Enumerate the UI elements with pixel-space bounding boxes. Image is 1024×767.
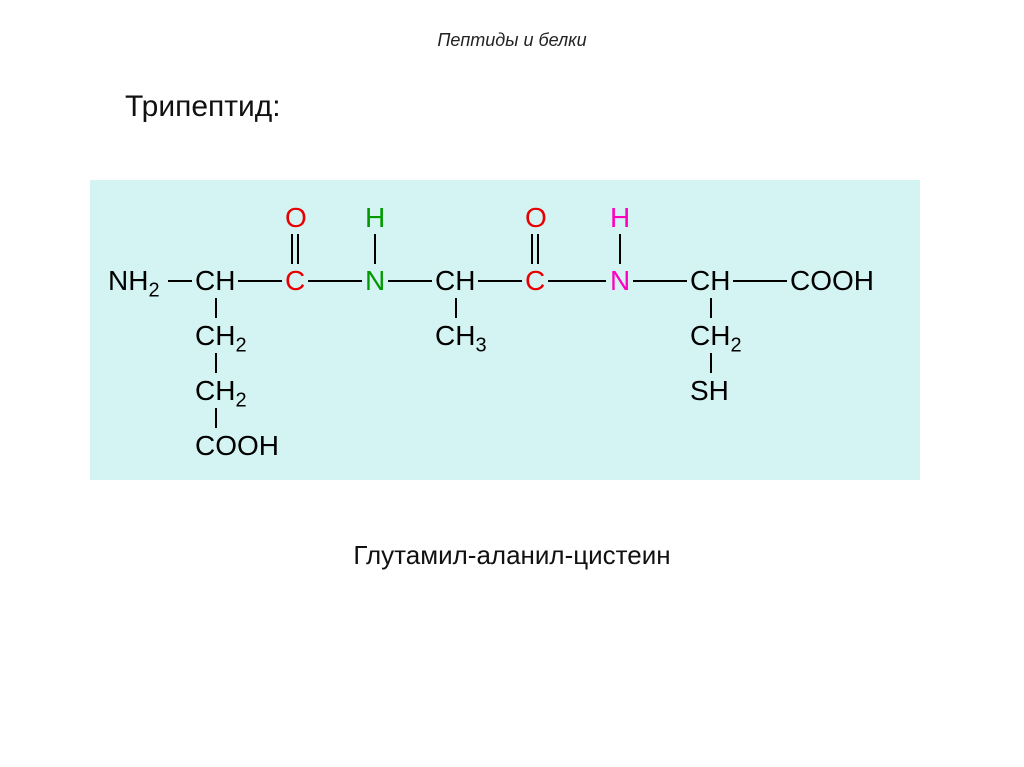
formula-diagram: NH2CHCONHCHCONHCHCOOHCH2CH2COOHCH3CH2SH: [90, 180, 920, 480]
vbond-1: [619, 234, 621, 264]
dbond-1: [531, 234, 539, 264]
atom-sc3b: SH: [690, 375, 729, 407]
hbond-3: [388, 280, 432, 282]
atom-n2: N: [610, 265, 630, 297]
atom-ch3: CH: [690, 265, 730, 297]
atom-sc1c: COOH: [195, 430, 279, 462]
hbond-4: [478, 280, 522, 282]
atom-sc3a: CH2: [690, 320, 742, 358]
atom-o1: O: [285, 202, 307, 234]
hbond-0: [168, 280, 192, 282]
vbond-0: [374, 234, 376, 264]
vbond-2: [215, 298, 217, 318]
atom-h1: H: [365, 202, 385, 234]
vbond-6: [710, 298, 712, 318]
atom-cooh: COOH: [790, 265, 874, 297]
atom-sc1a: CH2: [195, 320, 247, 358]
hbond-7: [733, 280, 787, 282]
atom-c2: C: [525, 265, 545, 297]
dbond-0: [291, 234, 299, 264]
atom-ch1: CH: [195, 265, 235, 297]
vbond-3: [215, 353, 217, 373]
caption: Глутамил-аланил-цистеин: [0, 540, 1024, 571]
atom-sc2a: CH3: [435, 320, 487, 358]
vbond-7: [710, 353, 712, 373]
atom-ch2: CH: [435, 265, 475, 297]
hbond-1: [238, 280, 282, 282]
subtitle: Трипептид:: [125, 90, 281, 124]
hbond-5: [548, 280, 606, 282]
page-header: Пептиды и белки: [0, 0, 1024, 51]
atom-o2: O: [525, 202, 547, 234]
vbond-4: [215, 408, 217, 428]
atom-nh2: NH2: [108, 265, 160, 303]
hbond-2: [308, 280, 362, 282]
atom-n1: N: [365, 265, 385, 297]
atom-h2: H: [610, 202, 630, 234]
hbond-6: [633, 280, 687, 282]
atom-sc1b: CH2: [195, 375, 247, 413]
vbond-5: [455, 298, 457, 318]
atom-c1: C: [285, 265, 305, 297]
